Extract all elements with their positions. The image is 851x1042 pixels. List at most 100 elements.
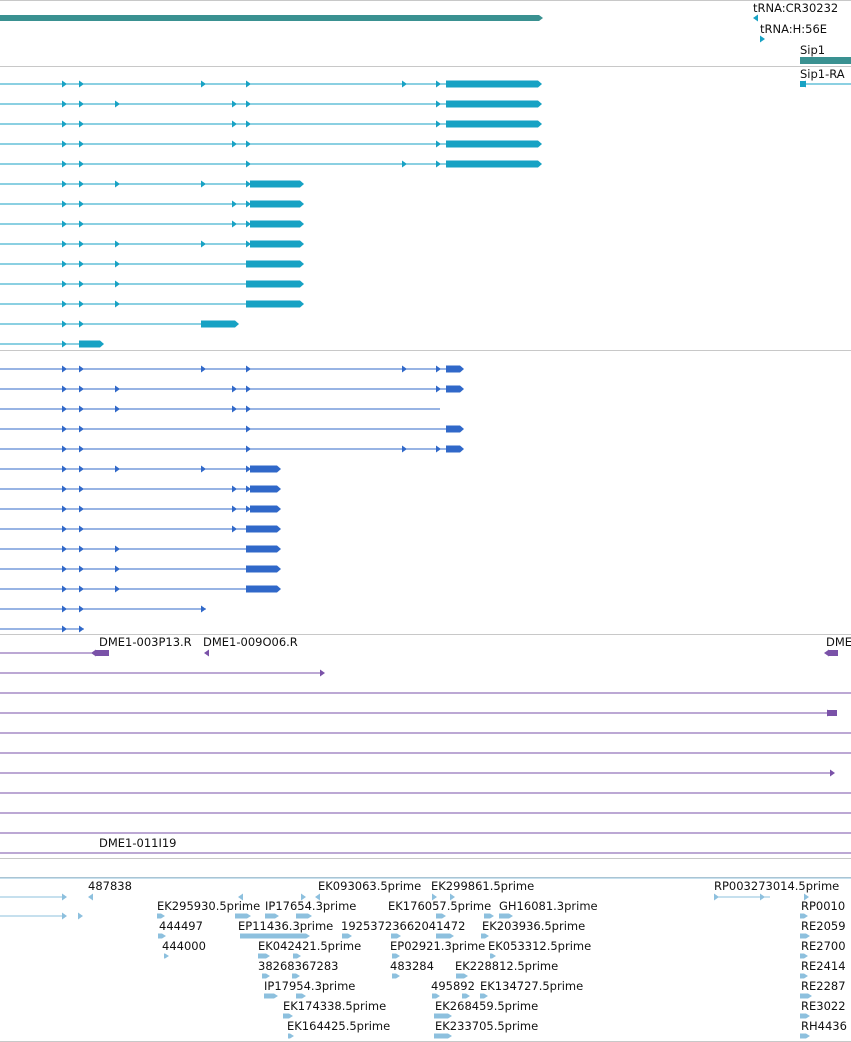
est-label[interactable]: IP17954.3prime: [264, 979, 356, 993]
est-label[interactable]: EP11436.3prime: [238, 919, 334, 933]
est-label[interactable]: EK233705.5prime: [435, 1019, 539, 1033]
exon-block[interactable]: [499, 913, 513, 919]
bac-block[interactable]: [827, 710, 837, 716]
est-label[interactable]: 444497: [159, 919, 203, 933]
est-label[interactable]: EK053312.5prime: [488, 939, 592, 953]
gene-label-sip1[interactable]: Sip1: [800, 43, 826, 57]
bac-label-dme-partial[interactable]: DME: [826, 635, 851, 649]
est-label[interactable]: RE2700: [801, 939, 846, 953]
exon-block[interactable]: [391, 933, 401, 939]
exon-block[interactable]: [296, 993, 306, 999]
est-label[interactable]: EP02921.3prime: [390, 939, 486, 953]
est-label[interactable]: IP17654.3prime: [265, 899, 357, 913]
exon-block[interactable]: [484, 913, 494, 919]
bac-block[interactable]: [96, 650, 109, 656]
exon-block[interactable]: [79, 340, 104, 348]
exon-block[interactable]: [246, 565, 281, 573]
exon-block[interactable]: [800, 973, 808, 979]
bac-label-009o06[interactable]: DME1-009O06.R: [203, 635, 298, 649]
exon-block[interactable]: [293, 953, 301, 959]
exon-block[interactable]: [800, 993, 812, 999]
exon-block[interactable]: [258, 953, 270, 959]
bac-block[interactable]: [829, 650, 838, 656]
est-label[interactable]: EK228812.5prime: [455, 959, 559, 973]
exon-block[interactable]: [456, 973, 468, 979]
exon-block[interactable]: [800, 1013, 810, 1019]
exon-block[interactable]: [250, 465, 281, 473]
exon-block[interactable]: [446, 365, 464, 373]
exon-block[interactable]: [288, 1033, 294, 1039]
exon-block[interactable]: [246, 525, 281, 533]
est-label[interactable]: 483284: [390, 959, 434, 973]
exon-block[interactable]: [246, 280, 304, 288]
est-label[interactable]: 19253723662041472: [341, 919, 466, 933]
exon-block[interactable]: [434, 1033, 452, 1039]
exon-block[interactable]: [481, 933, 489, 939]
exon-block[interactable]: [446, 100, 542, 108]
est-label[interactable]: RE2414: [801, 959, 846, 973]
exon-block[interactable]: [250, 180, 304, 188]
exon-block[interactable]: [283, 1013, 293, 1019]
gene-label-trna-h56e[interactable]: tRNA:H:56E: [760, 22, 828, 36]
exon-block[interactable]: [800, 953, 808, 959]
gene-label-trna-cr30232[interactable]: tRNA:CR30232: [753, 1, 839, 15]
exon-block[interactable]: [490, 953, 496, 959]
exon-block[interactable]: [157, 913, 165, 919]
est-label[interactable]: GH16081.3prime: [499, 899, 598, 913]
exon-block[interactable]: [446, 445, 464, 453]
exon-block[interactable]: [250, 240, 304, 248]
exon-block[interactable]: [392, 973, 400, 979]
exon-block[interactable]: [235, 913, 251, 919]
exon-block[interactable]: [264, 993, 278, 999]
exon-block[interactable]: [436, 913, 446, 919]
transcript-label-sip1-ra[interactable]: Sip1-RA: [800, 67, 845, 81]
est-label[interactable]: EK295930.5prime: [157, 899, 261, 913]
exon-block[interactable]: [392, 953, 400, 959]
exon-block[interactable]: [250, 485, 281, 493]
est-label[interactable]: RE3022: [801, 999, 846, 1013]
exon-block[interactable]: [446, 80, 542, 88]
est-label[interactable]: 487838: [88, 879, 132, 893]
exon-block[interactable]: [436, 933, 454, 939]
est-label[interactable]: 444000: [162, 939, 206, 953]
exon-block[interactable]: [250, 220, 304, 228]
exon-block[interactable]: [480, 993, 488, 999]
gene-block-sip1[interactable]: [800, 57, 851, 64]
exon-block[interactable]: [296, 913, 312, 919]
exon-block[interactable]: [164, 953, 169, 959]
exon-block[interactable]: [240, 933, 310, 939]
bac-label-011i19[interactable]: DME1-011I19: [99, 836, 177, 850]
exon-block[interactable]: [446, 425, 464, 433]
exon-block[interactable]: [446, 120, 542, 128]
exon-block[interactable]: [250, 200, 304, 208]
est-label[interactable]: EK203936.5prime: [482, 919, 586, 933]
exon-block[interactable]: [432, 993, 440, 999]
exon-block[interactable]: [265, 913, 279, 919]
exon-block[interactable]: [246, 585, 281, 593]
est-label[interactable]: RP003273014.5prime: [714, 879, 840, 893]
exon-block[interactable]: [246, 545, 281, 553]
est-label[interactable]: EK164425.5prime: [287, 1019, 391, 1033]
exon-block[interactable]: [246, 300, 304, 308]
est-label[interactable]: 495892: [431, 979, 475, 993]
est-label[interactable]: EK299861.5prime: [431, 879, 535, 893]
exon-block[interactable]: [262, 973, 270, 979]
exon-block[interactable]: [446, 160, 542, 168]
exon-block[interactable]: [0, 15, 543, 21]
exon-block[interactable]: [800, 1033, 810, 1039]
exon-block[interactable]: [158, 933, 166, 939]
exon-block[interactable]: [246, 260, 304, 268]
est-label[interactable]: EK176057.5prime: [388, 899, 492, 913]
exon-block[interactable]: [446, 385, 464, 393]
exon-block[interactable]: [446, 140, 542, 148]
exon-block[interactable]: [342, 933, 352, 939]
est-label[interactable]: EK268459.5prime: [435, 999, 539, 1013]
exon-block[interactable]: [800, 933, 810, 939]
bac-label-003p13[interactable]: DME1-003P13.R: [99, 635, 192, 649]
est-label[interactable]: EK134727.5prime: [480, 979, 584, 993]
exon-block[interactable]: [201, 320, 239, 328]
exon-block[interactable]: [800, 913, 808, 919]
est-label[interactable]: RE2287: [801, 979, 846, 993]
est-label[interactable]: RE2059: [801, 919, 846, 933]
est-label[interactable]: EK174338.5prime: [283, 999, 387, 1013]
